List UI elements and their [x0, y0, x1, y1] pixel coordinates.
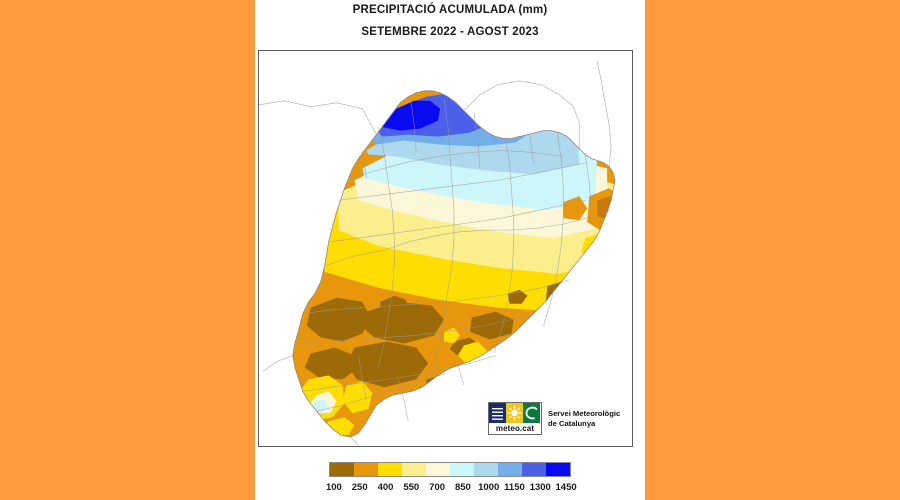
legend-swatch-400 [378, 463, 402, 476]
legend: 100 250 400 550 700 850 1000 1150 1300 1450 [255, 462, 645, 493]
legend-swatch-850 [450, 463, 474, 476]
comarca-boundaries [294, 96, 610, 422]
organisation-line-1: Servei Meteorològic [548, 409, 621, 418]
legend-swatch-550 [402, 463, 426, 476]
logo-mark: meteo.cat [488, 402, 542, 435]
legend-swatch-1150 [498, 463, 522, 476]
legend-swatch-1000 [474, 463, 498, 476]
legend-label-1150: 1150 [504, 482, 525, 493]
legend-label-100: 100 [325, 482, 342, 493]
legend-swatch-1300 [522, 463, 546, 476]
legend-swatch-700 [426, 463, 450, 476]
meteocat-logo[interactable]: meteo.cat Servei Meteorològic de Catalun… [485, 400, 624, 437]
logo-tiles [488, 402, 542, 423]
neighbouring-borders [259, 60, 612, 446]
legend-swatch-250 [354, 463, 378, 476]
page-subtitle: SETEMBRE 2022 - AGOST 2023 [361, 26, 539, 38]
organisation-name: Servei Meteorològic de Catalunya [548, 409, 620, 428]
legend-label-700: 700 [429, 482, 446, 493]
legend-tick-labels: 100 250 400 550 700 850 1000 1150 1300 1450 [315, 482, 585, 493]
legend-label-1000: 1000 [478, 482, 500, 493]
legend-label-1450: 1450 [555, 482, 577, 493]
title-block: PRECIPITACIÓ ACUMULADA (mm) SETEMBRE 202… [255, 0, 645, 39]
map-frame: meteo.cat Servei Meteorològic de Catalun… [258, 50, 633, 447]
legend-label-1300: 1300 [529, 482, 551, 493]
legend-swatch-100 [330, 463, 354, 476]
legend-colorbar[interactable] [329, 462, 571, 477]
legend-swatch-1450 [546, 463, 570, 476]
organisation-line-2: de Catalunya [548, 418, 596, 428]
catalonia-precipitation-map[interactable] [259, 51, 632, 446]
legend-label-550: 550 [403, 482, 420, 493]
cloud-c-icon [523, 403, 540, 423]
lines-icon [489, 403, 506, 423]
logo-wordmark: meteo.cat [488, 423, 542, 435]
legend-label-850: 850 [454, 482, 471, 493]
sun-icon [506, 403, 523, 423]
legend-label-400: 400 [377, 482, 394, 493]
page-title: PRECIPITACIÓ ACUMULADA (mm) [352, 4, 548, 16]
catalonia-outline [292, 90, 616, 438]
legend-label-250: 250 [351, 482, 368, 493]
